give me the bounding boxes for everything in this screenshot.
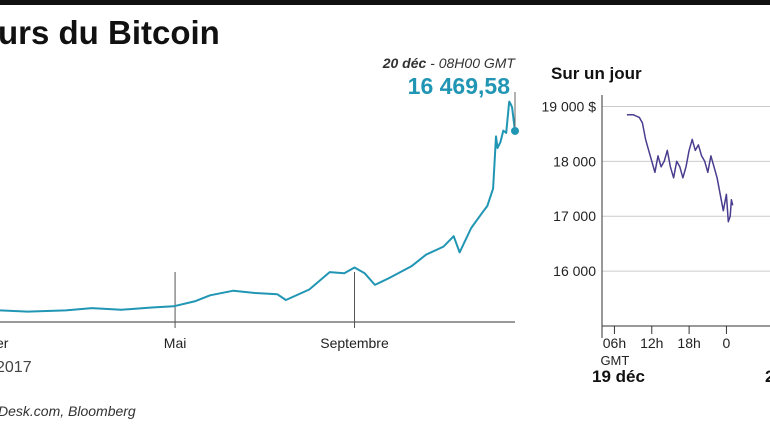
day-x-tick-label: 12h <box>640 335 663 351</box>
last-value-point <box>511 126 519 135</box>
main-x-tick-label: Mai <box>164 335 187 351</box>
day-series-line <box>626 113 734 223</box>
main-x-tick-label: er <box>0 335 9 351</box>
day-x-tick-label: 0 <box>723 335 731 351</box>
day-x-tick-label: 06h <box>603 335 626 351</box>
main-series-line <box>0 100 516 313</box>
day-x-tick-label: 18h <box>677 335 700 351</box>
day-y-tick-label: 19 000 $ <box>542 98 597 114</box>
annotation-value: 16 469,58 <box>407 73 510 99</box>
main-x-tick-label: Septembre <box>320 335 389 351</box>
annotation-day: 20 déc <box>382 55 427 71</box>
day-y-tick-label: 17 000 <box>553 208 596 224</box>
top-bar <box>0 0 770 5</box>
source-note: Desk.com, Bloomberg <box>0 403 136 419</box>
day-y-tick-label: 16 000 <box>553 263 596 279</box>
year-label: 2017 <box>0 359 32 376</box>
day-chart-title: Sur un jour <box>551 64 642 83</box>
day-label-2: 2 <box>765 367 770 386</box>
day-label-1: 19 déc <box>592 367 645 386</box>
day-x-sub-label: GMT <box>600 353 629 368</box>
chart-title: urs du Bitcoin <box>0 14 220 51</box>
annotation-date: 20 déc - 08H00 GMT <box>340 55 515 71</box>
annotation-time: - 08H00 GMT <box>426 55 515 71</box>
day-y-tick-label: 18 000 <box>553 153 596 169</box>
